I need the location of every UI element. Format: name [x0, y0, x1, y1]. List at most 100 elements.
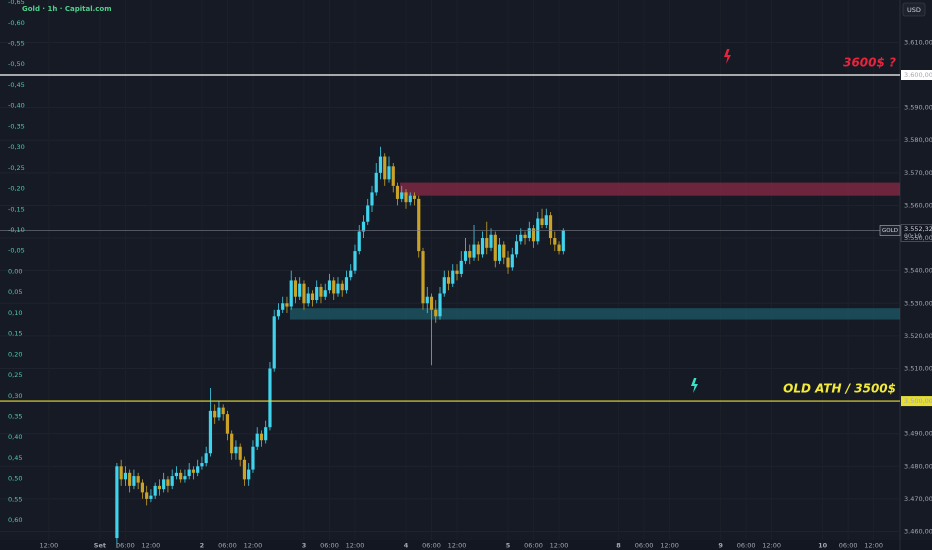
candle-body	[557, 244, 561, 252]
candle-body	[366, 205, 370, 222]
x-tick-label: 06:00	[218, 542, 237, 550]
y-tick-label: 3.600,00	[904, 71, 932, 79]
candle-body	[400, 192, 404, 199]
candle-body	[204, 453, 208, 464]
candle-body	[527, 228, 531, 239]
y2-tick-label: -0,40	[8, 102, 25, 110]
candle-body	[200, 463, 204, 467]
level-annotation: 3600$ ?	[843, 56, 896, 70]
candle-body	[548, 215, 553, 239]
x-tick-label: 12:00	[40, 542, 59, 550]
candle-body	[446, 277, 451, 284]
candle-body	[234, 446, 238, 454]
candle-body	[412, 195, 417, 199]
y2-tick-label: 0,10	[8, 309, 22, 317]
y-tick-label: 3.570,00	[904, 169, 932, 177]
x-tick-label: 2	[200, 542, 205, 550]
chart-title: Gold · 1h · Capital.com	[22, 5, 112, 13]
candle-body	[157, 485, 162, 490]
candle-body	[434, 309, 438, 317]
symbol-tag: GOLD	[882, 228, 898, 234]
y2-tick-label: 0,40	[8, 433, 22, 441]
candle-body	[162, 479, 166, 490]
candle-body	[357, 231, 361, 252]
y2-tick-label: -0,35	[8, 122, 25, 130]
candle-body	[119, 466, 123, 480]
candle-body	[480, 238, 485, 255]
candle-body	[128, 472, 132, 486]
y2-tick-label: 0,00	[8, 267, 22, 275]
y2-tick-label: -0,65	[8, 0, 25, 6]
candle-body	[315, 286, 319, 300]
y-tick-label: 3.470,00	[904, 495, 932, 503]
y-tick-label: 3.580,00	[904, 136, 932, 144]
candle-body	[187, 469, 191, 477]
candle-body	[174, 472, 179, 477]
x-tick-label: 8	[616, 542, 621, 550]
candle-body	[417, 198, 421, 252]
candle-body	[361, 221, 366, 232]
candle-body	[166, 479, 170, 486]
candle-body	[242, 459, 247, 480]
candle-body	[217, 407, 221, 418]
candle-body	[221, 407, 225, 415]
x-tick-label: 06:00	[116, 542, 135, 550]
candle-body	[506, 257, 510, 268]
y2-tick-label: -0,25	[8, 164, 25, 172]
candle-body	[374, 172, 378, 193]
candle-body	[540, 218, 544, 225]
x-tick-label: 12:00	[762, 542, 781, 550]
candle-body	[310, 293, 315, 300]
price-tag: 3.552,32	[904, 225, 932, 233]
y-tick-label: 3.530,00	[904, 299, 932, 307]
candle-body	[370, 192, 374, 206]
candle-body	[149, 495, 153, 499]
y2-tick-label: 0,45	[8, 454, 22, 462]
grid	[0, 41, 900, 533]
y2-tick-label: -0,45	[8, 81, 25, 89]
x-tick-label: 10	[818, 542, 828, 550]
candle-body	[463, 251, 468, 261]
candle-body	[327, 280, 332, 291]
y2-tick-label: 0,60	[8, 516, 22, 524]
y2-tick-label: -0,55	[8, 40, 25, 48]
candle-body	[247, 469, 251, 480]
y-tick-label: 3.590,00	[904, 104, 932, 112]
candle-body	[455, 270, 459, 274]
y-tick-label: 3.560,00	[904, 201, 932, 209]
y-tick-label: 3.490,00	[904, 430, 932, 438]
x-tick-label: 06:00	[737, 542, 756, 550]
candle-body	[425, 296, 429, 304]
axes: 3.460,00 3.470,00 3.480,00 3.490,00 3.500,00…	[8, 0, 932, 550]
candle-body	[404, 192, 408, 203]
candle-body	[421, 251, 425, 304]
x-tick-label: 06:00	[635, 542, 654, 550]
candle-body	[132, 476, 136, 486]
candle-body	[536, 218, 540, 242]
y-tick-label: 3.520,00	[904, 332, 932, 340]
candle-body	[264, 427, 268, 441]
y2-tick-label: 0,20	[8, 350, 22, 358]
candle-body	[344, 277, 349, 291]
candle-body	[179, 472, 183, 480]
level-annotation: OLD ATH / 3500$	[783, 382, 896, 396]
y2-tick-label: -0,50	[8, 60, 25, 68]
candle-body	[451, 270, 455, 284]
candle-body	[395, 185, 400, 199]
y2-tick-label: -0,05	[8, 247, 25, 255]
candle-body	[293, 280, 298, 297]
candle-body	[136, 476, 140, 483]
x-tick-label: 9	[718, 542, 723, 550]
x-tick-label: 12:00	[346, 542, 365, 550]
price-axis-highlight	[901, 396, 932, 407]
candle-body	[523, 234, 527, 239]
currency-label[interactable]: USD	[907, 6, 921, 14]
x-tick-label: 5	[506, 542, 511, 550]
candle-body	[208, 410, 213, 454]
currency-box[interactable]	[902, 2, 926, 17]
x-tick-label: 12:00	[142, 542, 161, 550]
candle-body	[442, 277, 446, 294]
candle-body	[225, 414, 230, 434]
